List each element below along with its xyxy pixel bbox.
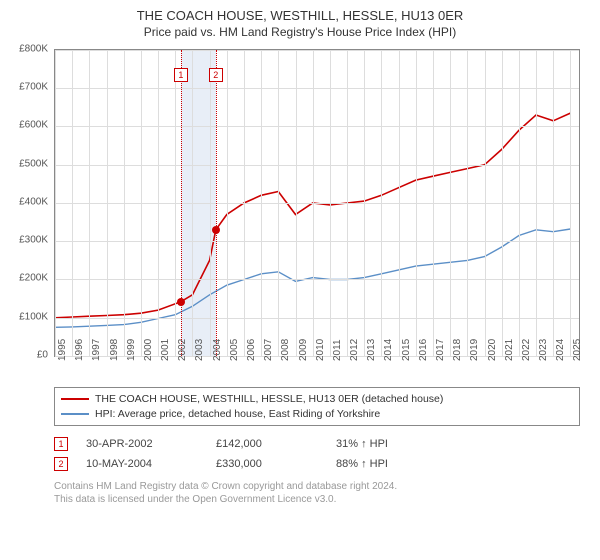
legend-row: HPI: Average price, detached house, East…	[61, 407, 573, 422]
y-tick-label: £300K	[19, 235, 48, 246]
chart-container: THE COACH HOUSE, WESTHILL, HESSLE, HU13 …	[0, 0, 600, 510]
transactions-table: 1 30-APR-2002 £142,000 31% ↑ HPI 2 10-MA…	[54, 434, 580, 474]
y-tick-label: £0	[37, 349, 48, 360]
chart-subtitle: Price paid vs. HM Land Registry's House …	[12, 25, 588, 39]
x-tick-label: 2023	[538, 339, 549, 361]
x-tick-label: 1997	[91, 339, 102, 361]
x-tick-label: 2004	[212, 339, 223, 361]
x-tick-label: 2000	[143, 339, 154, 361]
sale-marker-line	[216, 50, 217, 356]
x-tick-label: 2020	[487, 339, 498, 361]
sale-marker-badge: 2	[209, 68, 223, 82]
marker-badge-2: 2	[54, 457, 68, 471]
x-tick-label: 1996	[74, 339, 85, 361]
tx-delta: 31% ↑ HPI	[336, 438, 456, 450]
x-tick-label: 2022	[521, 339, 532, 361]
y-tick-label: £400K	[19, 196, 48, 207]
x-tick-label: 2016	[418, 339, 429, 361]
y-tick-label: £800K	[19, 43, 48, 54]
x-tick-label: 2013	[366, 339, 377, 361]
footer-attribution: Contains HM Land Registry data © Crown c…	[54, 480, 580, 506]
x-tick-label: 2012	[349, 339, 360, 361]
y-tick-label: £100K	[19, 311, 48, 322]
legend-swatch-hpi	[61, 413, 89, 415]
table-row: 2 10-MAY-2004 £330,000 88% ↑ HPI	[54, 454, 580, 474]
sale-dot	[177, 298, 185, 306]
legend-label-hpi: HPI: Average price, detached house, East…	[95, 407, 380, 422]
table-row: 1 30-APR-2002 £142,000 31% ↑ HPI	[54, 434, 580, 454]
legend-label-property: THE COACH HOUSE, WESTHILL, HESSLE, HU13 …	[95, 392, 443, 407]
legend-box: THE COACH HOUSE, WESTHILL, HESSLE, HU13 …	[54, 387, 580, 426]
tx-date: 10-MAY-2004	[86, 458, 216, 470]
y-tick-label: £600K	[19, 120, 48, 131]
x-tick-label: 2025	[572, 339, 583, 361]
tx-delta: 88% ↑ HPI	[336, 458, 456, 470]
sale-dot	[212, 226, 220, 234]
x-tick-label: 2009	[298, 339, 309, 361]
tx-date: 30-APR-2002	[86, 438, 216, 450]
x-tick-label: 1998	[109, 339, 120, 361]
legend-row: THE COACH HOUSE, WESTHILL, HESSLE, HU13 …	[61, 392, 573, 407]
x-tick-label: 2021	[504, 339, 515, 361]
x-tick-label: 2011	[332, 339, 343, 361]
chart-title: THE COACH HOUSE, WESTHILL, HESSLE, HU13 …	[12, 8, 588, 25]
x-tick-label: 2003	[194, 339, 205, 361]
x-tick-label: 2017	[435, 339, 446, 361]
tx-price: £142,000	[216, 438, 336, 450]
y-axis: £0 £100K £200K £300K £400K £500K £600K £700K £80…	[12, 45, 52, 361]
x-tick-label: 2008	[280, 339, 291, 361]
x-tick-label: 2024	[555, 339, 566, 361]
x-tick-label: 2001	[160, 339, 171, 361]
plot-area: 12	[54, 49, 580, 357]
x-tick-label: 1995	[57, 339, 68, 361]
legend-swatch-property	[61, 398, 89, 400]
x-tick-label: 2015	[401, 339, 412, 361]
footer-line-2: This data is licensed under the Open Gov…	[54, 493, 580, 506]
marker-badge-1: 1	[54, 437, 68, 451]
x-tick-label: 2005	[229, 339, 240, 361]
y-tick-label: £700K	[19, 82, 48, 93]
x-tick-label: 2002	[177, 339, 188, 361]
x-tick-label: 2010	[315, 339, 326, 361]
x-tick-label: 2019	[469, 339, 480, 361]
y-tick-label: £500K	[19, 158, 48, 169]
x-tick-label: 1999	[126, 339, 137, 361]
sale-marker-badge: 1	[174, 68, 188, 82]
x-tick-label: 2006	[246, 339, 257, 361]
tx-price: £330,000	[216, 458, 336, 470]
chart-area: £0 £100K £200K £300K £400K £500K £600K £700K £80…	[12, 45, 588, 385]
x-tick-label: 2014	[383, 339, 394, 361]
sale-marker-line	[181, 50, 182, 356]
x-axis: 1995199619971998199920002001200220032004…	[54, 359, 580, 385]
x-tick-label: 2018	[452, 339, 463, 361]
x-tick-label: 2007	[263, 339, 274, 361]
footer-line-1: Contains HM Land Registry data © Crown c…	[54, 480, 580, 493]
y-tick-label: £200K	[19, 273, 48, 284]
